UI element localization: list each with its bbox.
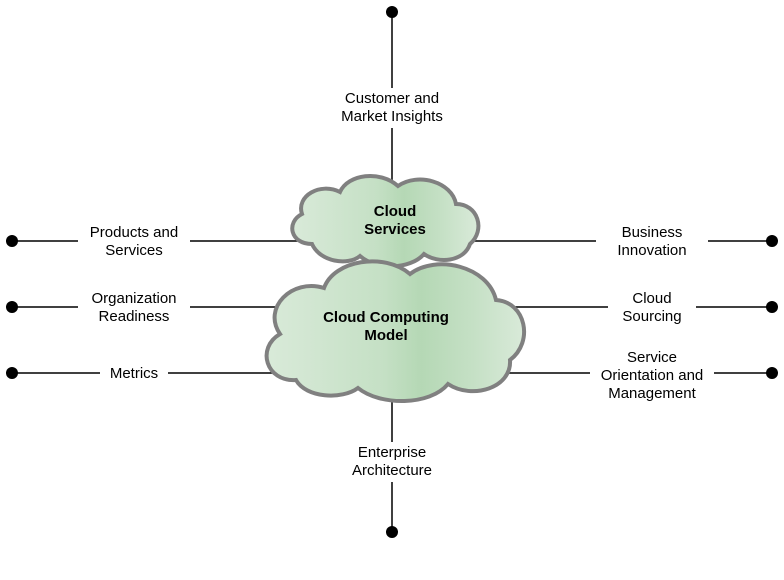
- label-right2-l1: Cloud: [632, 290, 671, 307]
- label-left1-l1: Products and: [90, 224, 178, 241]
- cloud-model-l1: Cloud Computing: [323, 309, 449, 326]
- cloud-services: Cloud Services: [292, 176, 478, 266]
- label-left1-l2: Services: [105, 242, 163, 259]
- label-right1-l2: Innovation: [617, 242, 686, 259]
- cloud-model: Cloud Computing Model: [267, 261, 524, 401]
- label-left2-l1: Organization: [91, 290, 176, 307]
- label-right1-l1: Business: [622, 224, 683, 241]
- label-right3-l1: Service: [627, 349, 677, 366]
- label-right3-l3: Management: [608, 385, 696, 402]
- label-top-l1: Customer and: [345, 90, 439, 107]
- label-bottom-l1: Enterprise: [358, 444, 426, 461]
- label-right2-l2: Sourcing: [622, 308, 681, 325]
- cloud-services-l1: Cloud: [374, 203, 417, 220]
- label-top-l2: Market Insights: [341, 108, 443, 125]
- label-left2-l2: Readiness: [99, 308, 170, 325]
- label-right3-l2: Orientation and: [601, 367, 704, 384]
- label-left3-l1: Metrics: [110, 365, 158, 382]
- cloud-diagram: Customer and Market Insights Enterprise …: [0, 0, 784, 580]
- cloud-services-l2: Services: [364, 221, 426, 238]
- cloud-model-l2: Model: [364, 327, 407, 344]
- label-bottom-l2: Architecture: [352, 462, 432, 479]
